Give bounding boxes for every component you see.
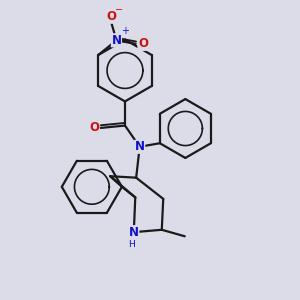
Text: −: − — [115, 5, 124, 15]
Text: O: O — [89, 122, 99, 134]
Text: H: H — [128, 240, 135, 249]
Text: +: + — [121, 26, 129, 37]
Text: N: N — [129, 226, 139, 238]
Text: N: N — [135, 140, 145, 153]
Text: O: O — [106, 10, 116, 23]
Text: N: N — [112, 34, 122, 47]
Text: O: O — [138, 38, 148, 50]
